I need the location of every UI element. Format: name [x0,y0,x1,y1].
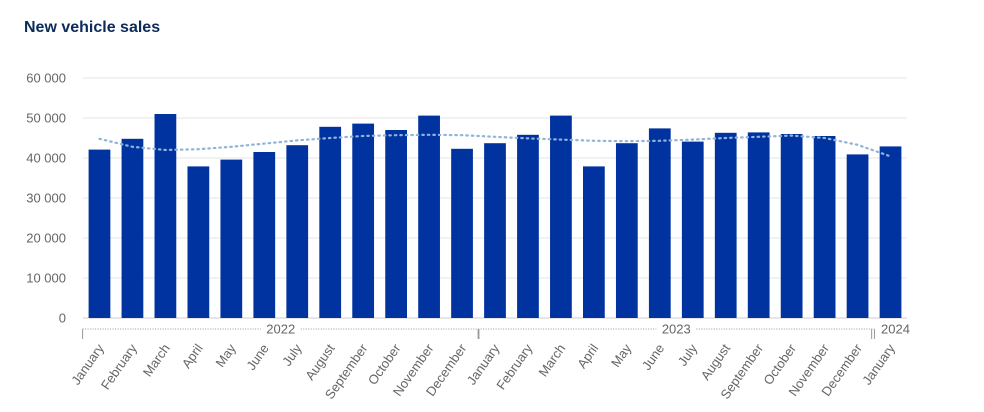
bar [385,130,407,318]
y-tick-label: 50 000 [26,111,66,126]
y-tick-label: 10 000 [26,271,66,286]
bar [418,115,440,318]
x-tick-label: June [639,341,667,373]
bar [517,134,539,318]
trend-line [98,133,892,158]
x-tick-label: April [179,341,206,371]
bar [615,143,638,318]
bar [484,143,506,318]
year-label: 2022 [266,322,295,337]
bar [352,123,375,318]
x-tick-label: March [140,341,173,379]
bar [187,166,210,318]
bar [846,154,869,318]
bar [451,148,473,318]
bar [154,114,177,318]
x-tick-label: July [675,341,701,369]
x-tick-label: July [279,341,305,369]
bar [220,159,243,318]
x-tick-label: March [535,341,568,379]
x-tick-label: May [212,341,239,370]
year-label: 2023 [662,322,691,337]
bar [550,115,572,318]
bar [747,132,770,318]
bar [253,152,276,318]
y-tick-label: 20 000 [26,231,66,246]
y-tick-label: 60 000 [26,71,66,86]
bar [88,149,111,318]
bar [319,126,342,318]
bar [780,134,803,318]
bar [648,128,671,318]
bar [286,145,309,318]
bar [681,141,704,318]
bar [714,132,737,318]
x-tick-label: May [608,341,635,370]
chart-title: New vehicle sales [24,19,161,36]
year-label: 2024 [881,322,910,337]
bar [879,146,902,318]
y-tick-label: 30 000 [26,191,66,206]
bar [583,166,605,318]
bar [121,138,144,318]
bar [813,136,836,318]
y-tick-label: 0 [59,311,66,326]
x-tick-label: April [574,341,601,371]
x-tick-label: June [243,341,271,373]
y-tick-label: 40 000 [26,151,66,166]
x-tick-label: January [859,341,898,388]
